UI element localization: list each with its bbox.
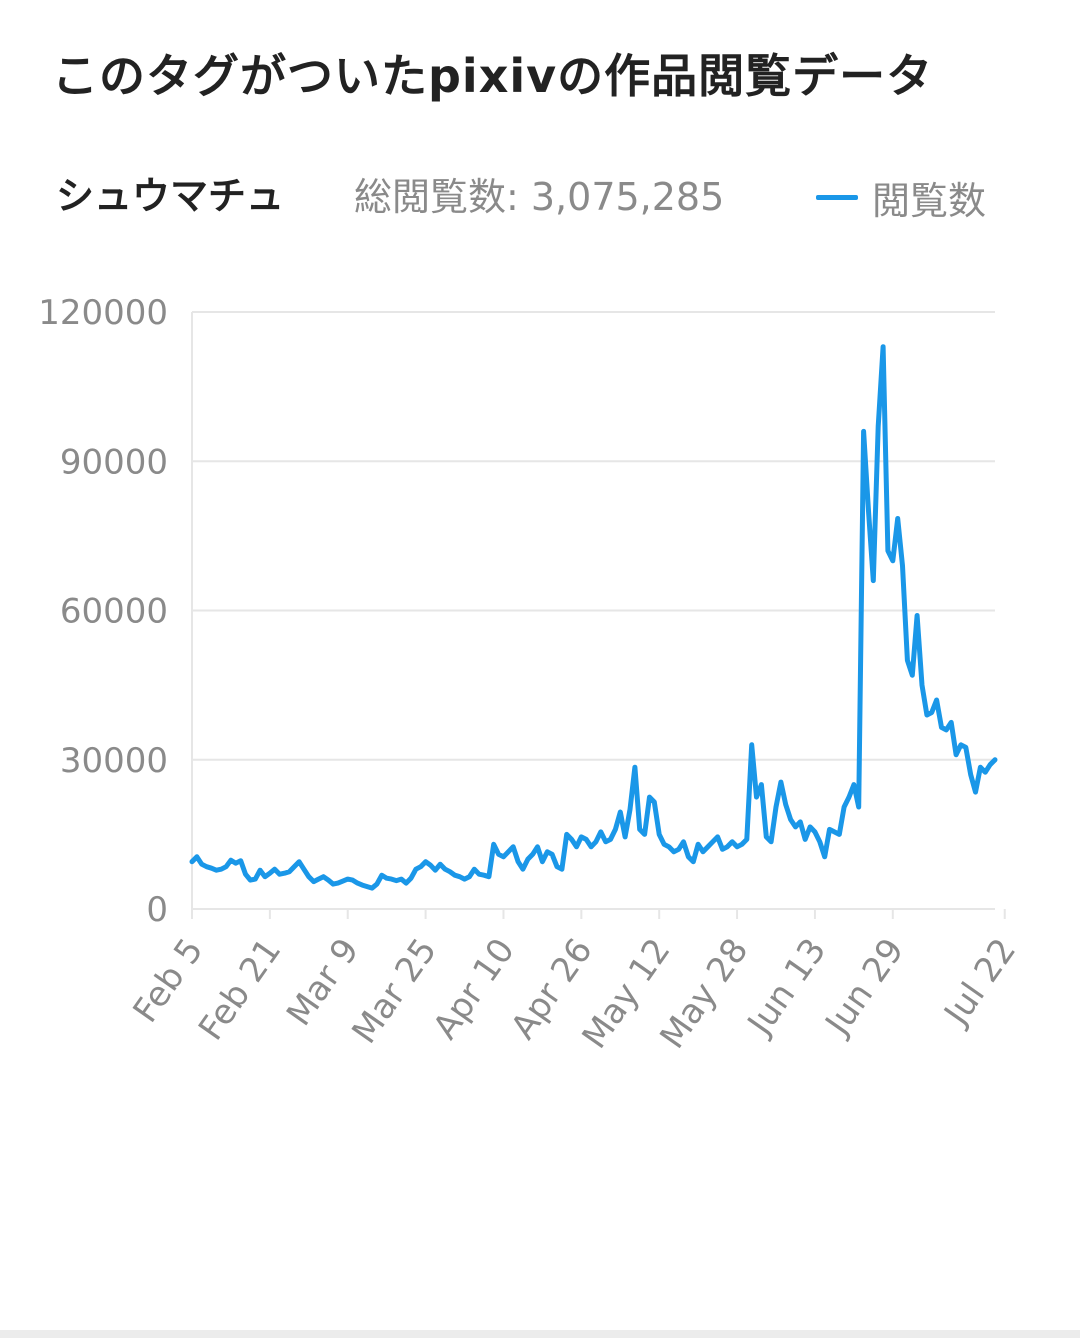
series xyxy=(189,344,998,891)
bottom-bar xyxy=(0,1330,1080,1338)
tag-name: シュウマチュ xyxy=(56,174,285,218)
x-tick-label: Feb 21 xyxy=(191,931,289,1048)
grid xyxy=(191,311,995,910)
y-tick-label: 0 xyxy=(146,890,168,930)
legend[interactable]: 閲覧数 xyxy=(816,170,986,225)
series-line-views xyxy=(189,344,998,891)
y-tick-label: 30000 xyxy=(60,741,168,781)
x-tick-label: Apr 10 xyxy=(425,931,523,1046)
x-tick-label: Jun 29 xyxy=(817,931,912,1043)
legend-swatch xyxy=(816,195,858,200)
page-title: このタグがついたpixivの作品閲覧データ xyxy=(52,49,934,103)
x-tick-label: Jun 13 xyxy=(739,931,834,1043)
y-tick-label: 120000 xyxy=(38,293,168,333)
y-axis: 0 30000 60000 90000 120000 xyxy=(38,293,168,930)
legend-label: 閲覧数 xyxy=(872,179,987,223)
total-views: 総閲覧数: 3,075,285 xyxy=(354,175,725,219)
x-tick-label: Jul 22 xyxy=(936,931,1024,1033)
y-tick-label: 90000 xyxy=(60,442,168,482)
y-tick-label: 60000 xyxy=(60,592,168,632)
